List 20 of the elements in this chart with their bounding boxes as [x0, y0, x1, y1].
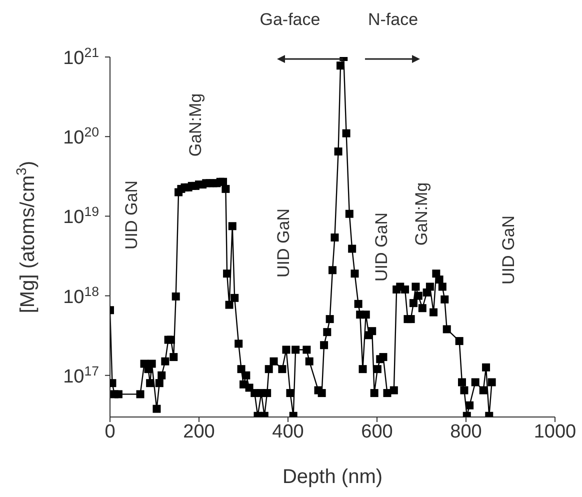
x-tick-label: 800: [450, 421, 482, 442]
annotation: UID GaN: [122, 180, 141, 250]
y-tick-label: 10$^{21}$: [63, 44, 99, 69]
x-tick-label: 200: [183, 421, 215, 442]
x-tick-label: 0: [104, 421, 116, 442]
x-tick-label: 600: [361, 421, 393, 442]
x-tick-label: 1000: [534, 421, 576, 442]
text: N-face: [368, 10, 418, 29]
y-tick-label: 10$^{17}$: [63, 362, 99, 388]
annotation: UID GaN: [499, 216, 518, 284]
y-tick-label: 10$^{20}$: [63, 124, 99, 149]
annotation: GaN:Mg: [186, 93, 205, 157]
annotation: UID GaN: [274, 208, 293, 278]
x-tick-label: 400: [272, 421, 304, 442]
annotation: UID GaN: [372, 212, 391, 282]
text: Ga-face: [260, 10, 320, 29]
annotation: GaN:Mg: [412, 182, 431, 246]
y-tick-label: 10$^{19}$: [63, 204, 99, 228]
y-tick-label: 10$^{18}$: [63, 283, 99, 308]
x-axis-title: Depth (nm): [282, 466, 383, 488]
